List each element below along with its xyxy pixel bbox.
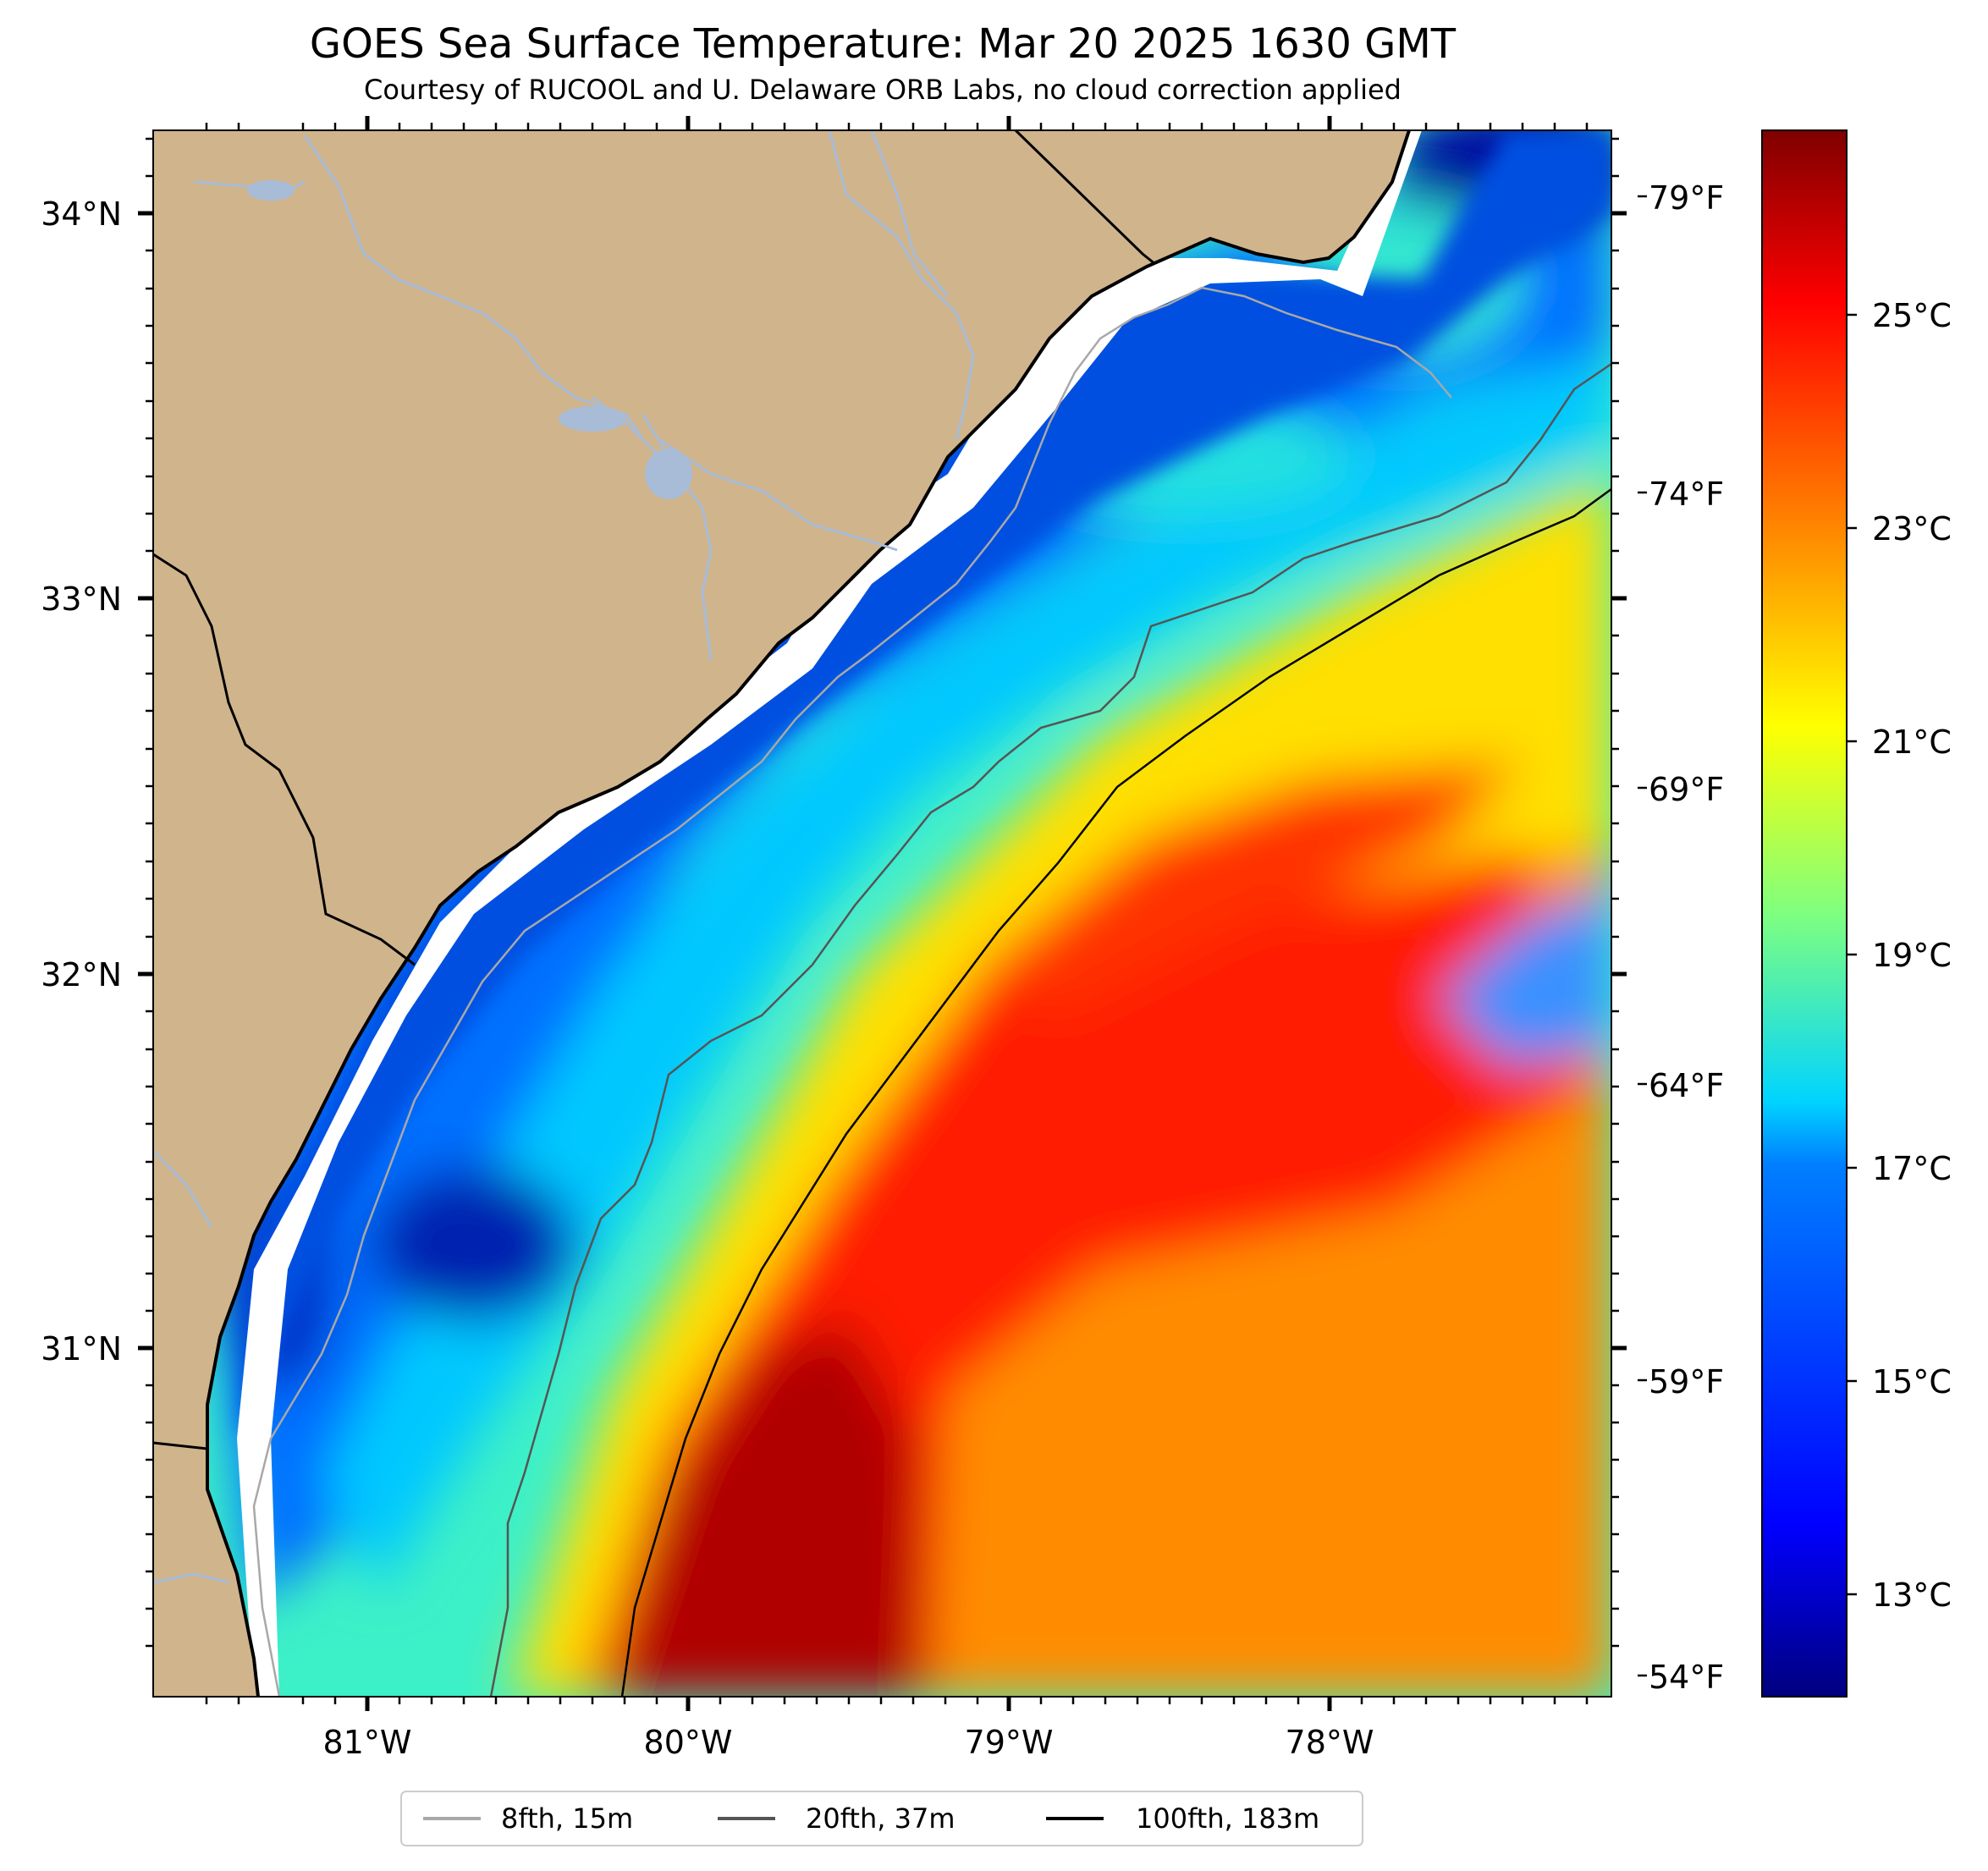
chart-subtitle: Courtesy of RUCOOL and U. Delaware ORB L…	[364, 74, 1402, 106]
legend-label-100fth: 100fth, 183m	[1136, 1802, 1319, 1835]
chart-title: GOES Sea Surface Temperature: Mar 20 202…	[310, 20, 1457, 68]
state-border-ga-fl	[153, 1441, 208, 1450]
colorbar-label-25: 25°C	[1872, 297, 1952, 334]
lon-label-81: 81°W	[323, 1724, 412, 1761]
colorbar-label-21: 21°C	[1872, 724, 1952, 761]
fahrenheit-label-74: 74°F	[1649, 476, 1724, 513]
lon-axis: 81°W 80°W 79°W 78°W	[323, 116, 1374, 1761]
fahrenheit-axis: 79°F 74°F 69°F 64°F 59°F 54°F	[1638, 179, 1724, 1696]
lat-label-33: 33°N	[41, 581, 122, 618]
lake-moultrie	[559, 406, 626, 432]
lon-label-79: 79°W	[965, 1724, 1054, 1761]
river-4	[659, 438, 898, 552]
colorbar-label-23: 23°C	[1872, 510, 1952, 548]
lat-axis-right	[1611, 211, 1627, 1351]
map-frame	[152, 129, 1612, 1698]
colorbar-label-17: 17°C	[1872, 1150, 1952, 1187]
lat-label-32: 32°N	[41, 956, 122, 993]
colorbar-gradient	[1761, 129, 1848, 1698]
river-5	[828, 130, 975, 441]
lake-northwest	[247, 180, 295, 201]
fahrenheit-label-69: 69°F	[1649, 771, 1724, 808]
lat-axis: 34°N 33°N 32°N 31°N	[41, 195, 153, 1367]
legend-label-20fth: 20fth, 37m	[806, 1802, 955, 1835]
land-mass	[153, 130, 1409, 1697]
state-border-sc-ga	[153, 553, 416, 966]
legend-box	[400, 1791, 1363, 1846]
sst-red-filament	[973, 762, 1523, 1015]
lat-label-31: 31°N	[41, 1330, 122, 1367]
coastline	[206, 130, 1411, 1697]
river-6	[870, 130, 950, 297]
sst-nearshore-blue	[237, 130, 1611, 1439]
colorbar-label-15: 15°C	[1872, 1363, 1952, 1400]
isobath-8fth	[252, 286, 1452, 1697]
sst-gulfstream-core	[609, 1320, 922, 1697]
fahrenheit-label-64: 64°F	[1649, 1067, 1724, 1104]
river-9	[153, 1572, 229, 1584]
sst-cold-filament	[1439, 889, 1611, 1066]
colorbar-label-19: 19°C	[1872, 937, 1952, 974]
colorbar-ticks	[1847, 313, 1857, 1596]
lake-marion	[645, 448, 692, 499]
lon-label-80: 80°W	[644, 1724, 733, 1761]
map-panel	[153, 130, 1611, 1697]
minor-ticks	[146, 123, 1619, 1704]
isobath-100fth	[620, 487, 1611, 1697]
state-border-nc-sc	[1014, 130, 1156, 266]
sst-cold-patch-georgia	[372, 1168, 575, 1320]
fahrenheit-label-54: 54°F	[1649, 1659, 1724, 1696]
legend-label-8fth: 8fth, 15m	[501, 1802, 633, 1835]
lon-label-78: 78°W	[1286, 1724, 1374, 1761]
colorbar: 25°C 23°C 21°C 19°C 17°C 15°C 13°C	[1761, 129, 1952, 1698]
river-8	[153, 1149, 213, 1228]
colorbar-label-13: 13°C	[1872, 1577, 1952, 1614]
coastal-nodata-band	[237, 130, 1422, 1697]
fahrenheit-label-59: 59°F	[1649, 1363, 1724, 1400]
legend: 8fth, 15m 20fth, 37m 100fth, 183m	[400, 1791, 1363, 1846]
sst-nearshore	[237, 130, 1611, 1439]
isobath-20fth	[489, 362, 1611, 1697]
lat-label-34: 34°N	[41, 195, 122, 233]
sst-transition-band	[322, 355, 1611, 1591]
fahrenheit-label-79: 79°F	[1649, 179, 1724, 217]
